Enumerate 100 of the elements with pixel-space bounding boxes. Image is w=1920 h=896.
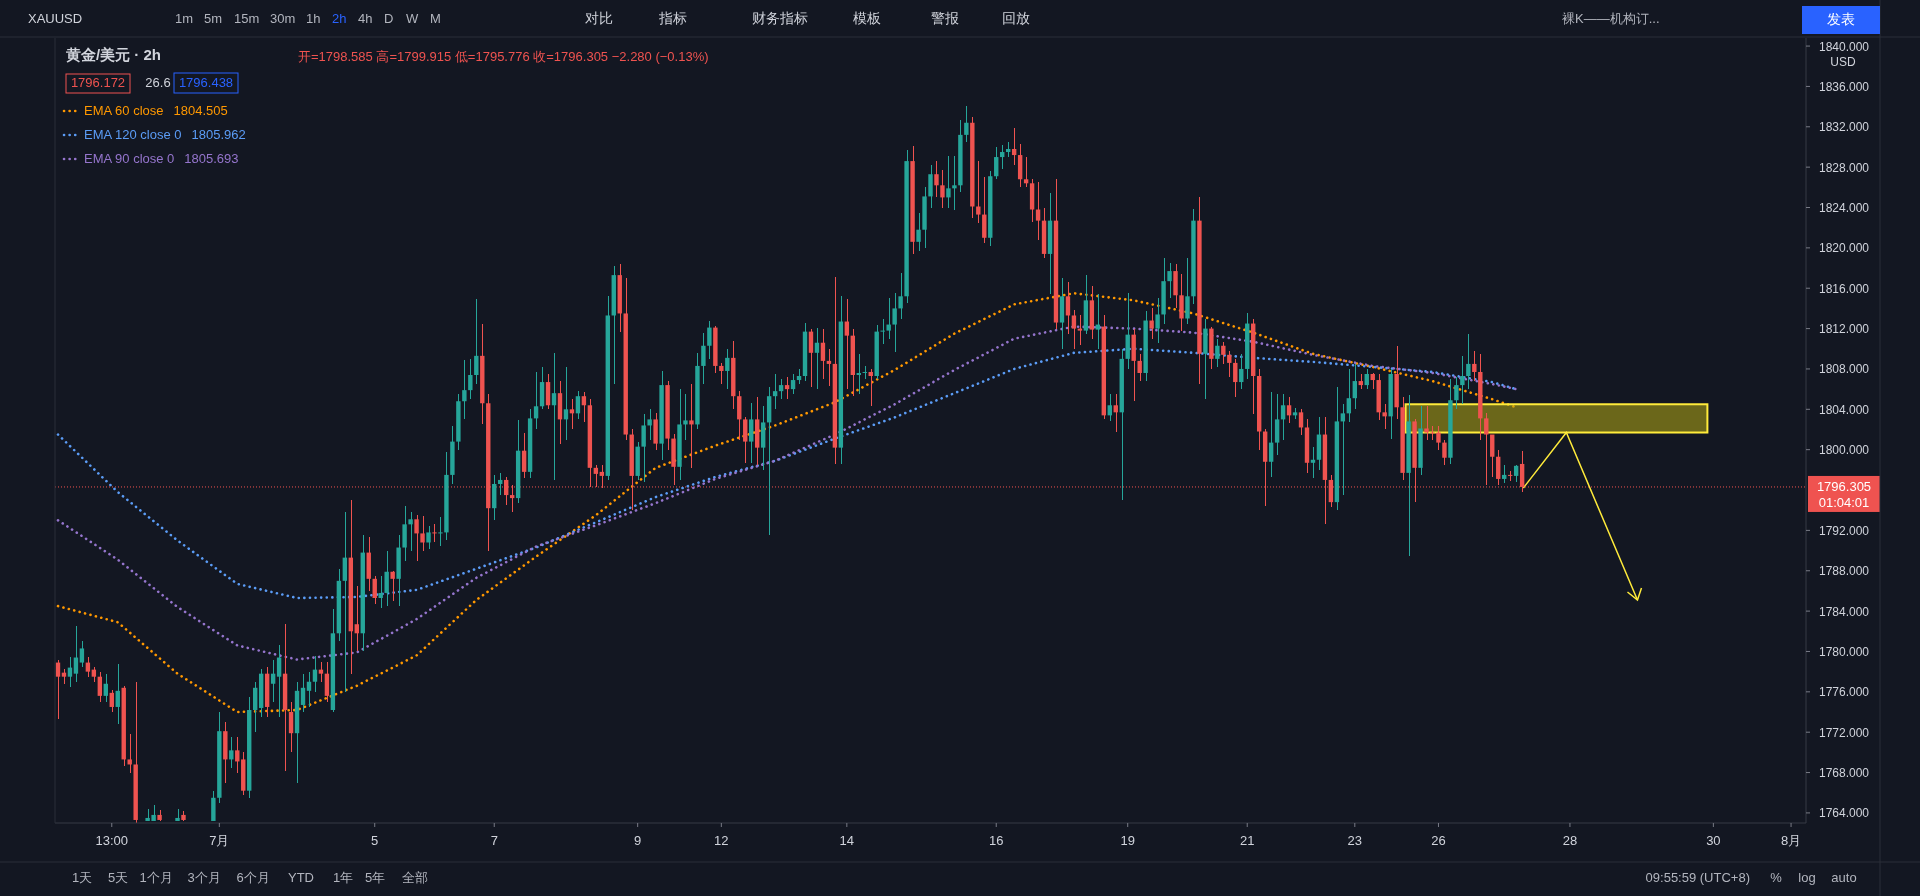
text: 1年 — [332, 870, 354, 885]
candlestick — [826, 348, 832, 387]
candlestick — [73, 625, 79, 683]
candlestick — [312, 655, 318, 693]
text: 指标 — [658, 10, 687, 26]
x-tick-label: 7 — [490, 833, 498, 848]
candlestick — [808, 328, 814, 388]
text: 6个月 — [236, 870, 270, 885]
candlestick — [55, 659, 61, 720]
candlestick — [743, 416, 748, 464]
candlestick — [253, 681, 258, 733]
x-tick-label: 14 — [839, 833, 855, 848]
annotation: 1796.172 — [70, 75, 126, 90]
candlestick — [1137, 353, 1142, 382]
candlestick — [1424, 405, 1429, 441]
candlestick — [432, 523, 437, 543]
candlestick — [1107, 393, 1112, 422]
candlestick — [1460, 355, 1465, 405]
candlestick — [934, 160, 939, 198]
candlestick — [916, 212, 921, 252]
text: 4h — [358, 11, 373, 26]
candlestick — [462, 359, 467, 420]
candlestick — [737, 390, 742, 441]
candlestick — [1155, 297, 1160, 344]
candlestick — [880, 318, 885, 345]
candlestick — [1227, 350, 1232, 378]
candlestick — [707, 320, 712, 360]
x-tick-label: 19 — [1120, 833, 1135, 848]
text: W — [406, 11, 419, 26]
candlestick — [300, 673, 306, 713]
candlestick — [545, 373, 551, 410]
candlestick — [1274, 393, 1280, 456]
candlestick — [354, 585, 359, 652]
text: M — [430, 11, 441, 26]
candlestick — [641, 413, 646, 483]
candlestick — [725, 348, 730, 390]
candlestick — [420, 515, 425, 552]
candlestick — [964, 105, 969, 143]
legend-label: EMA 120 close 0 — [84, 127, 182, 142]
candlestick — [701, 332, 706, 385]
candlestick — [85, 656, 91, 678]
x-tick-label: 28 — [1562, 833, 1578, 848]
y-tick-label: 1820.000 — [1818, 241, 1870, 256]
text: log — [1798, 870, 1816, 885]
y-tick-label: 1764.000 — [1818, 806, 1870, 821]
x-tick-label: 7月 — [209, 833, 230, 848]
y-tick-label: 1840.000 — [1818, 39, 1870, 54]
candlestick — [892, 292, 897, 353]
candlestick — [928, 164, 933, 209]
text: 01:04:01 — [1818, 494, 1870, 510]
candlestick — [772, 373, 778, 410]
text: D — [384, 11, 394, 26]
candlestick — [468, 358, 473, 400]
ref-line-label: 1796.305 — [1816, 478, 1872, 494]
candlestick — [402, 505, 407, 562]
text: 全部 — [402, 870, 428, 885]
candlestick — [115, 663, 120, 725]
candlestick — [820, 328, 826, 380]
y-tick-label: 1788.000 — [1818, 564, 1870, 579]
candlestick — [886, 297, 891, 340]
y-tick-label: 1836.000 — [1818, 79, 1870, 94]
candlestick — [1472, 350, 1477, 382]
candlestick — [1215, 338, 1220, 368]
y-tick-label: 1804.000 — [1818, 402, 1870, 417]
candlestick — [946, 155, 951, 209]
text: 财务指标 — [752, 10, 808, 26]
candlestick — [1149, 307, 1154, 340]
text: 5年 — [364, 870, 386, 885]
text: 对比 — [585, 10, 613, 26]
text: 09:55:59 (UTC+8) — [1645, 870, 1750, 885]
candlestick — [1442, 439, 1447, 466]
y-tick-label: 1784.000 — [1818, 604, 1870, 619]
annotation: 开=1798.585 高=1799.915 低=1795.776 收=1796.305 −2.280 (−0.13%) — [298, 49, 709, 64]
candlestick — [683, 393, 688, 441]
candlestick — [898, 272, 903, 319]
candlestick — [1268, 391, 1274, 478]
text: YTD — [288, 870, 314, 885]
candlestick — [79, 640, 85, 668]
y-tick-label: 1800.000 — [1818, 443, 1870, 458]
candlestick — [1095, 293, 1101, 350]
candlestick — [324, 661, 330, 703]
x-tick-label: 23 — [1347, 833, 1363, 848]
x-tick-label: 30 — [1706, 833, 1721, 848]
candlestick — [647, 408, 652, 441]
x-tick-label: 13:00 — [95, 833, 129, 848]
candlestick — [97, 671, 103, 703]
x-tick-label: 9 — [634, 833, 642, 848]
x-tick-label: 16 — [989, 833, 1004, 848]
candlestick — [67, 656, 73, 688]
candlestick — [127, 733, 132, 774]
y-tick-label: 1832.000 — [1818, 120, 1870, 135]
candlestick — [306, 671, 312, 708]
candlestick — [994, 146, 999, 180]
x-tick-label: 21 — [1240, 833, 1255, 848]
text: 回放 — [1002, 10, 1030, 26]
candlestick — [211, 790, 216, 822]
text: auto — [1831, 870, 1857, 885]
text: 5m — [204, 11, 223, 26]
text: 1h — [306, 11, 321, 26]
candlestick — [342, 511, 348, 693]
